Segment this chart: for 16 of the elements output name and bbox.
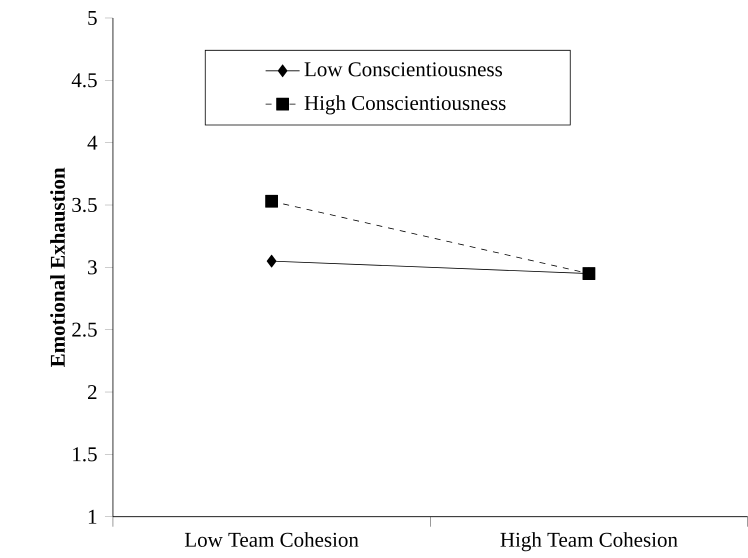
- y-tick-label: 4: [87, 136, 98, 150]
- y-tick-label: 1: [88, 510, 96, 524]
- y-tick-label: 5: [88, 10, 97, 25]
- legend-label: Low Conscientiousness: [304, 62, 502, 76]
- y-axis-title: Emotional Exhaustion: [50, 168, 65, 367]
- point: [265, 194, 278, 208]
- y-tick-label: 4.5: [72, 73, 97, 88]
- legend-label: High Conscientiousness: [304, 95, 506, 114]
- y-tick-label: 2.5: [72, 322, 97, 337]
- point: [266, 254, 277, 268]
- x-tick-label: High Team Cohesion: [500, 532, 678, 552]
- y-tick-label: 3.5: [72, 198, 97, 212]
- y-tick-label: 2: [88, 384, 96, 399]
- x-tick-label: Low Team Cohesion: [184, 532, 359, 547]
- y-tick-label: 3: [88, 260, 97, 274]
- y-tick-label: 1.5: [73, 447, 97, 462]
